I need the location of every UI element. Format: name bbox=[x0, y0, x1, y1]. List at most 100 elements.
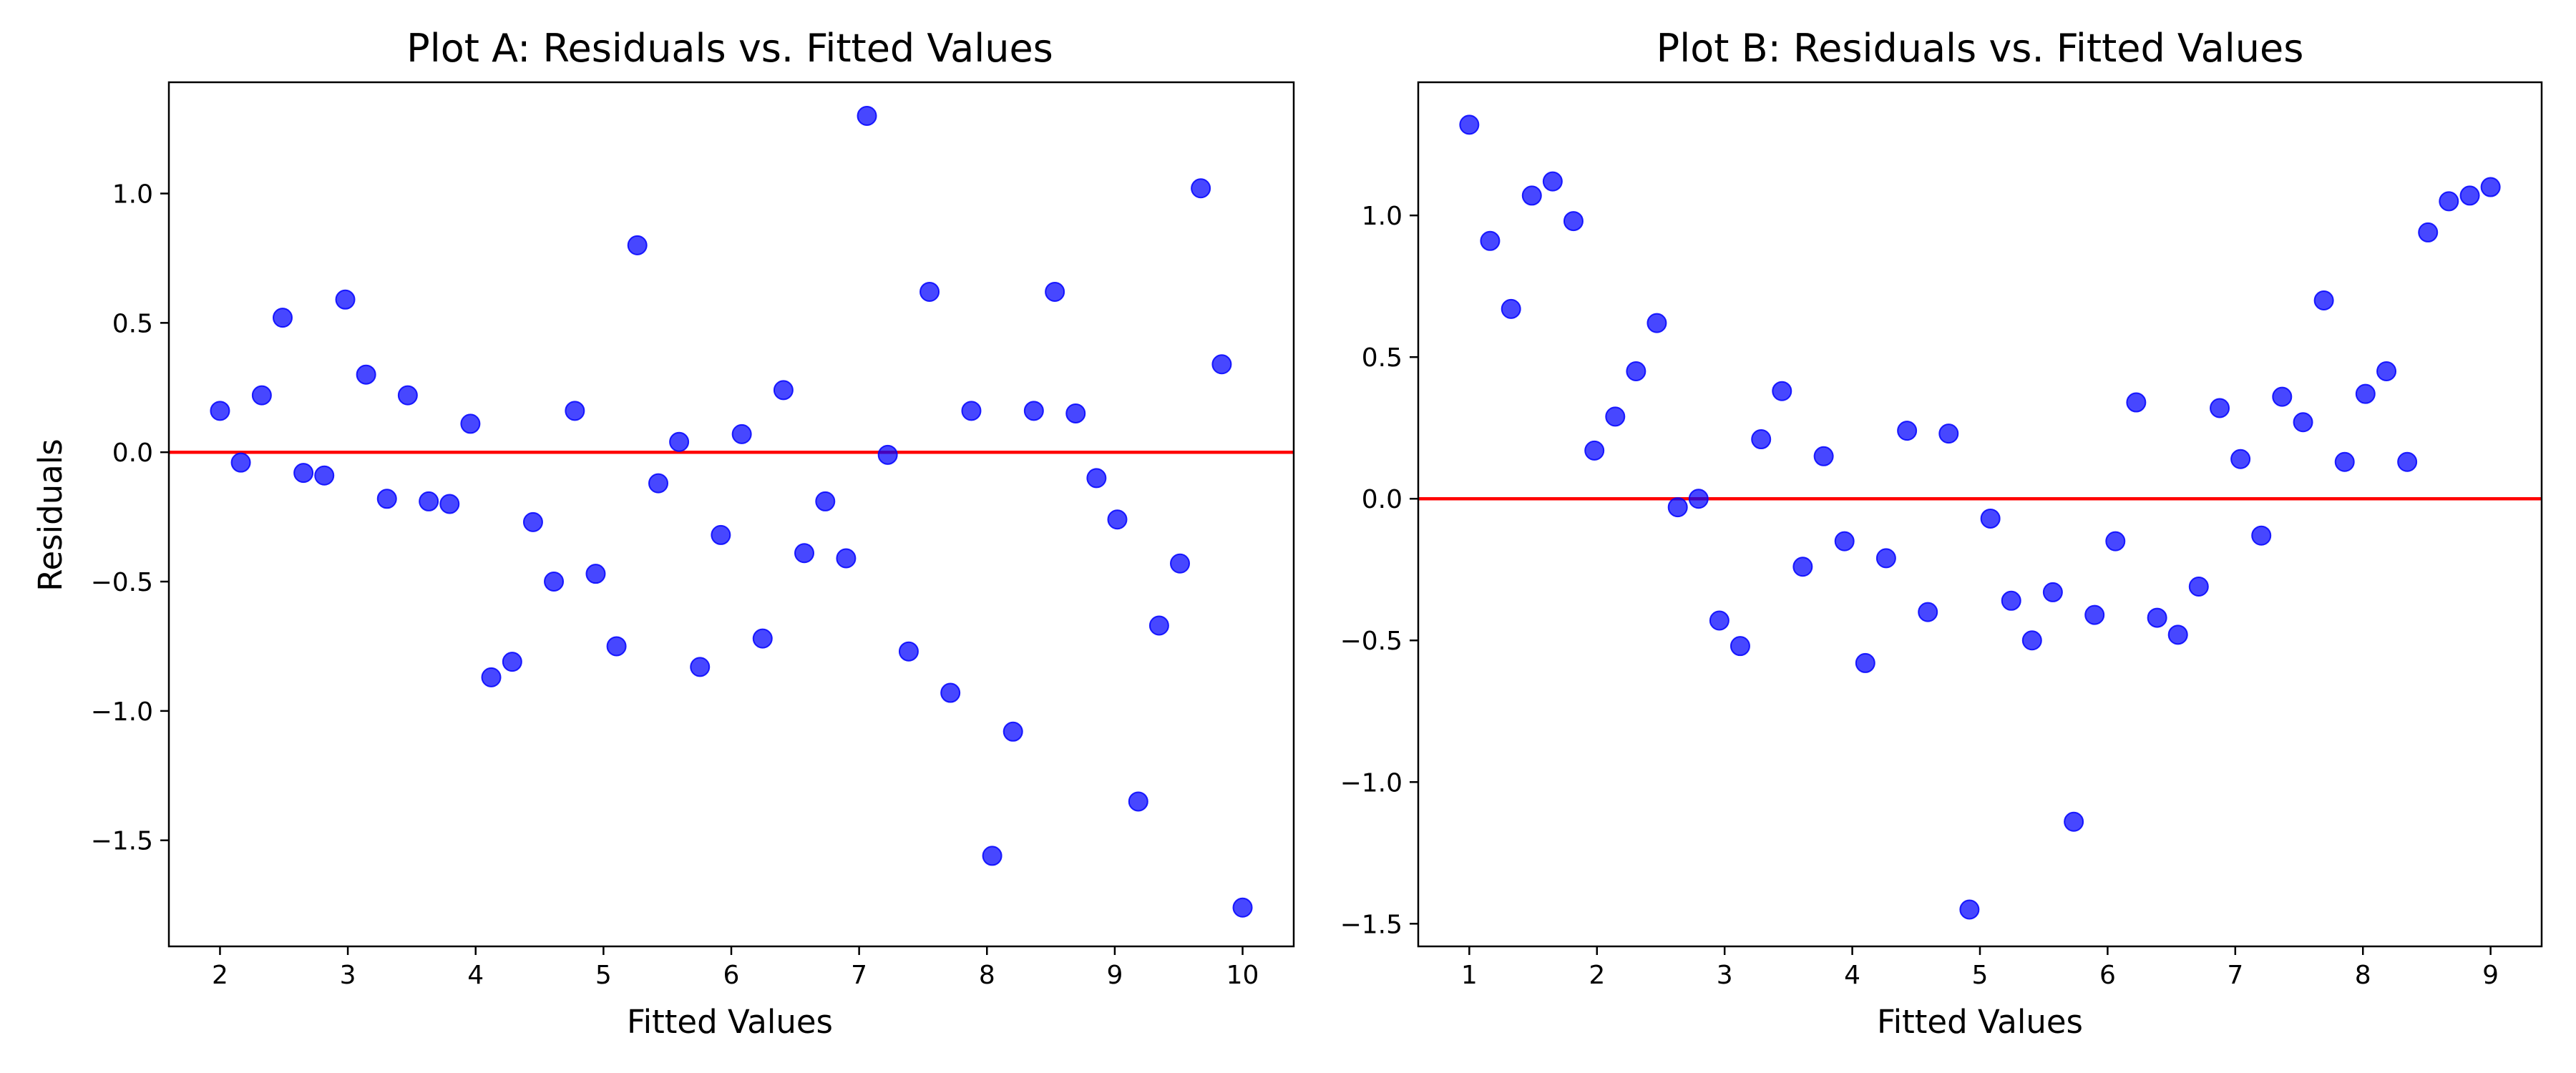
plot-a-data-point bbox=[439, 494, 460, 514]
plot-a-data-point bbox=[982, 846, 1002, 866]
plot-b-y-tick-label: −1.0 bbox=[1340, 768, 1402, 798]
plot-b-data-point bbox=[1688, 489, 1709, 509]
plot-a-data-point bbox=[251, 385, 272, 406]
plot-b-data-point bbox=[1542, 171, 1563, 192]
plot-b-data-point bbox=[1772, 381, 1792, 401]
plot-b-data-point bbox=[1855, 652, 1875, 673]
plot-a-data-point bbox=[1128, 791, 1148, 812]
plot-b-data-point bbox=[2439, 191, 2459, 212]
plot-a-data-point bbox=[648, 473, 668, 494]
plot-a-x-tick-label: 6 bbox=[723, 961, 740, 990]
plot-a-data-point bbox=[210, 401, 230, 421]
plot-a-data-point bbox=[815, 491, 836, 511]
plot-b-data-point bbox=[1834, 531, 1855, 552]
plot-b-data-point bbox=[2459, 185, 2480, 206]
plot-a-data-point bbox=[940, 682, 961, 703]
plot-a-data-point bbox=[230, 452, 251, 473]
plot-b-data-point bbox=[2251, 525, 2272, 546]
plot-a-data-point bbox=[1211, 354, 1232, 375]
plot-b-data-point bbox=[2334, 451, 2355, 472]
plot-b-x-tick-label: 9 bbox=[2482, 961, 2499, 990]
plot-b-data-point bbox=[1459, 114, 1480, 135]
plot-b-data-point bbox=[1501, 298, 1521, 319]
plot-a-data-point bbox=[544, 572, 565, 592]
plot-b-x-tick-label: 5 bbox=[1972, 961, 1989, 990]
plot-b-points bbox=[1459, 114, 2501, 920]
plot-a-data-point bbox=[898, 641, 919, 662]
plot-a-data-point bbox=[1191, 178, 1211, 199]
plot-b-data-point bbox=[2084, 604, 2105, 625]
plot-b-data-point bbox=[2105, 531, 2126, 552]
plot-a-data-point bbox=[752, 628, 773, 649]
plot-b-x-tick-label: 6 bbox=[2099, 961, 2116, 990]
plot-b-data-point bbox=[2147, 607, 2167, 628]
plot-b-data-point bbox=[2480, 177, 2501, 197]
plot-a-data-point bbox=[397, 385, 418, 406]
plot-b-data-point bbox=[1959, 899, 1980, 920]
plot-b-data-point bbox=[2376, 361, 2397, 381]
plot-a-data-point bbox=[711, 524, 731, 545]
plot-b-data-point bbox=[2397, 451, 2418, 472]
plot-b-data-point bbox=[1605, 406, 1626, 427]
plot-b-frame bbox=[1417, 81, 2543, 948]
plot-a-data-point bbox=[356, 364, 376, 385]
plot-b-data-point bbox=[1667, 497, 1688, 518]
plot-a-data-point bbox=[419, 491, 439, 511]
plot-a-y-tick-label: 1.0 bbox=[112, 180, 153, 210]
plot-b-data-point bbox=[1646, 313, 1667, 333]
plot-a-data-point bbox=[522, 511, 543, 532]
plot-b-data-point bbox=[2021, 630, 2042, 651]
plot-a-x-tick-label: 9 bbox=[1106, 961, 1123, 990]
plot-a-data-point bbox=[1065, 403, 1086, 423]
plot-a-data-point bbox=[877, 444, 898, 465]
plot-a-x-tick-label: 10 bbox=[1226, 961, 1259, 990]
plot-a-y-tick-label: −1.5 bbox=[91, 827, 153, 856]
plot-a-y-tick-label: 0.5 bbox=[112, 309, 153, 338]
plot-a-data-point bbox=[1045, 281, 1065, 302]
plot-b-data-point bbox=[2001, 590, 2021, 611]
plot-b-title: Plot B: Residuals vs. Fitted Values bbox=[1657, 26, 2304, 71]
plot-a-data-point bbox=[731, 423, 752, 444]
plot-a-data-point bbox=[690, 657, 711, 677]
plot-b-data-point bbox=[2210, 398, 2230, 418]
plot-b-x-tick-label: 1 bbox=[1461, 961, 1478, 990]
plot-a: Plot A: Residuals vs. Fitted Values 2 3 4 5… bbox=[31, 26, 1295, 1041]
plot-b-data-point bbox=[2042, 582, 2063, 602]
plot-a-data-point bbox=[585, 564, 606, 584]
plot-a-frame bbox=[167, 81, 1295, 948]
plot-b-x-tick-label: 2 bbox=[1589, 961, 1605, 990]
plot-a-y-tick-label: −0.5 bbox=[91, 568, 153, 597]
plot-b-y-tick-label: 0.5 bbox=[1362, 343, 1402, 373]
plot-b-x-tick-label: 4 bbox=[1844, 961, 1860, 990]
plot-b-data-point bbox=[2188, 576, 2209, 597]
plot-a-data-point bbox=[836, 548, 857, 569]
plot-a-data-point bbox=[272, 308, 293, 328]
plot-b-data-point bbox=[1521, 185, 1542, 206]
plot-b-y-tick-label: −1.5 bbox=[1340, 910, 1402, 939]
plot-a-data-point bbox=[669, 431, 690, 452]
plot-a-data-point bbox=[1170, 553, 1191, 574]
plot-a-ticks: 2 3 4 5 6 7 8 9 10 −1.5 −1.0 −0.5 0.0 0.5 1.0 bbox=[91, 180, 1259, 990]
plot-a-x-tick-label: 5 bbox=[595, 961, 612, 990]
plot-b-data-point bbox=[1938, 423, 1959, 444]
plot-b-data-point bbox=[1584, 440, 1605, 461]
plot-b-data-point bbox=[2167, 624, 2188, 645]
plot-b-data-point bbox=[1918, 602, 1938, 622]
plot-a-data-point bbox=[460, 413, 481, 434]
plot-a-data-point bbox=[857, 106, 877, 127]
plot-b: Plot B: Residuals vs. Fitted Values 1 2 3 4… bbox=[1340, 26, 2543, 1041]
plot-b-data-point bbox=[1792, 557, 1813, 577]
plot-a-data-point bbox=[335, 289, 356, 310]
plot-a-data-point bbox=[1023, 401, 1044, 421]
plot-a-data-point bbox=[1232, 897, 1253, 918]
plot-a-data-point bbox=[1107, 509, 1128, 530]
plot-b-x-axis-label: Fitted Values bbox=[1877, 1003, 2083, 1041]
plot-b-data-point bbox=[1897, 421, 1918, 441]
plot-b-data-point bbox=[2355, 383, 2376, 404]
plot-a-x-axis-label: Fitted Values bbox=[627, 1003, 833, 1041]
plot-b-data-point bbox=[2313, 290, 2334, 310]
plot-a-data-point bbox=[919, 281, 940, 302]
plot-b-data-point bbox=[1480, 230, 1501, 251]
